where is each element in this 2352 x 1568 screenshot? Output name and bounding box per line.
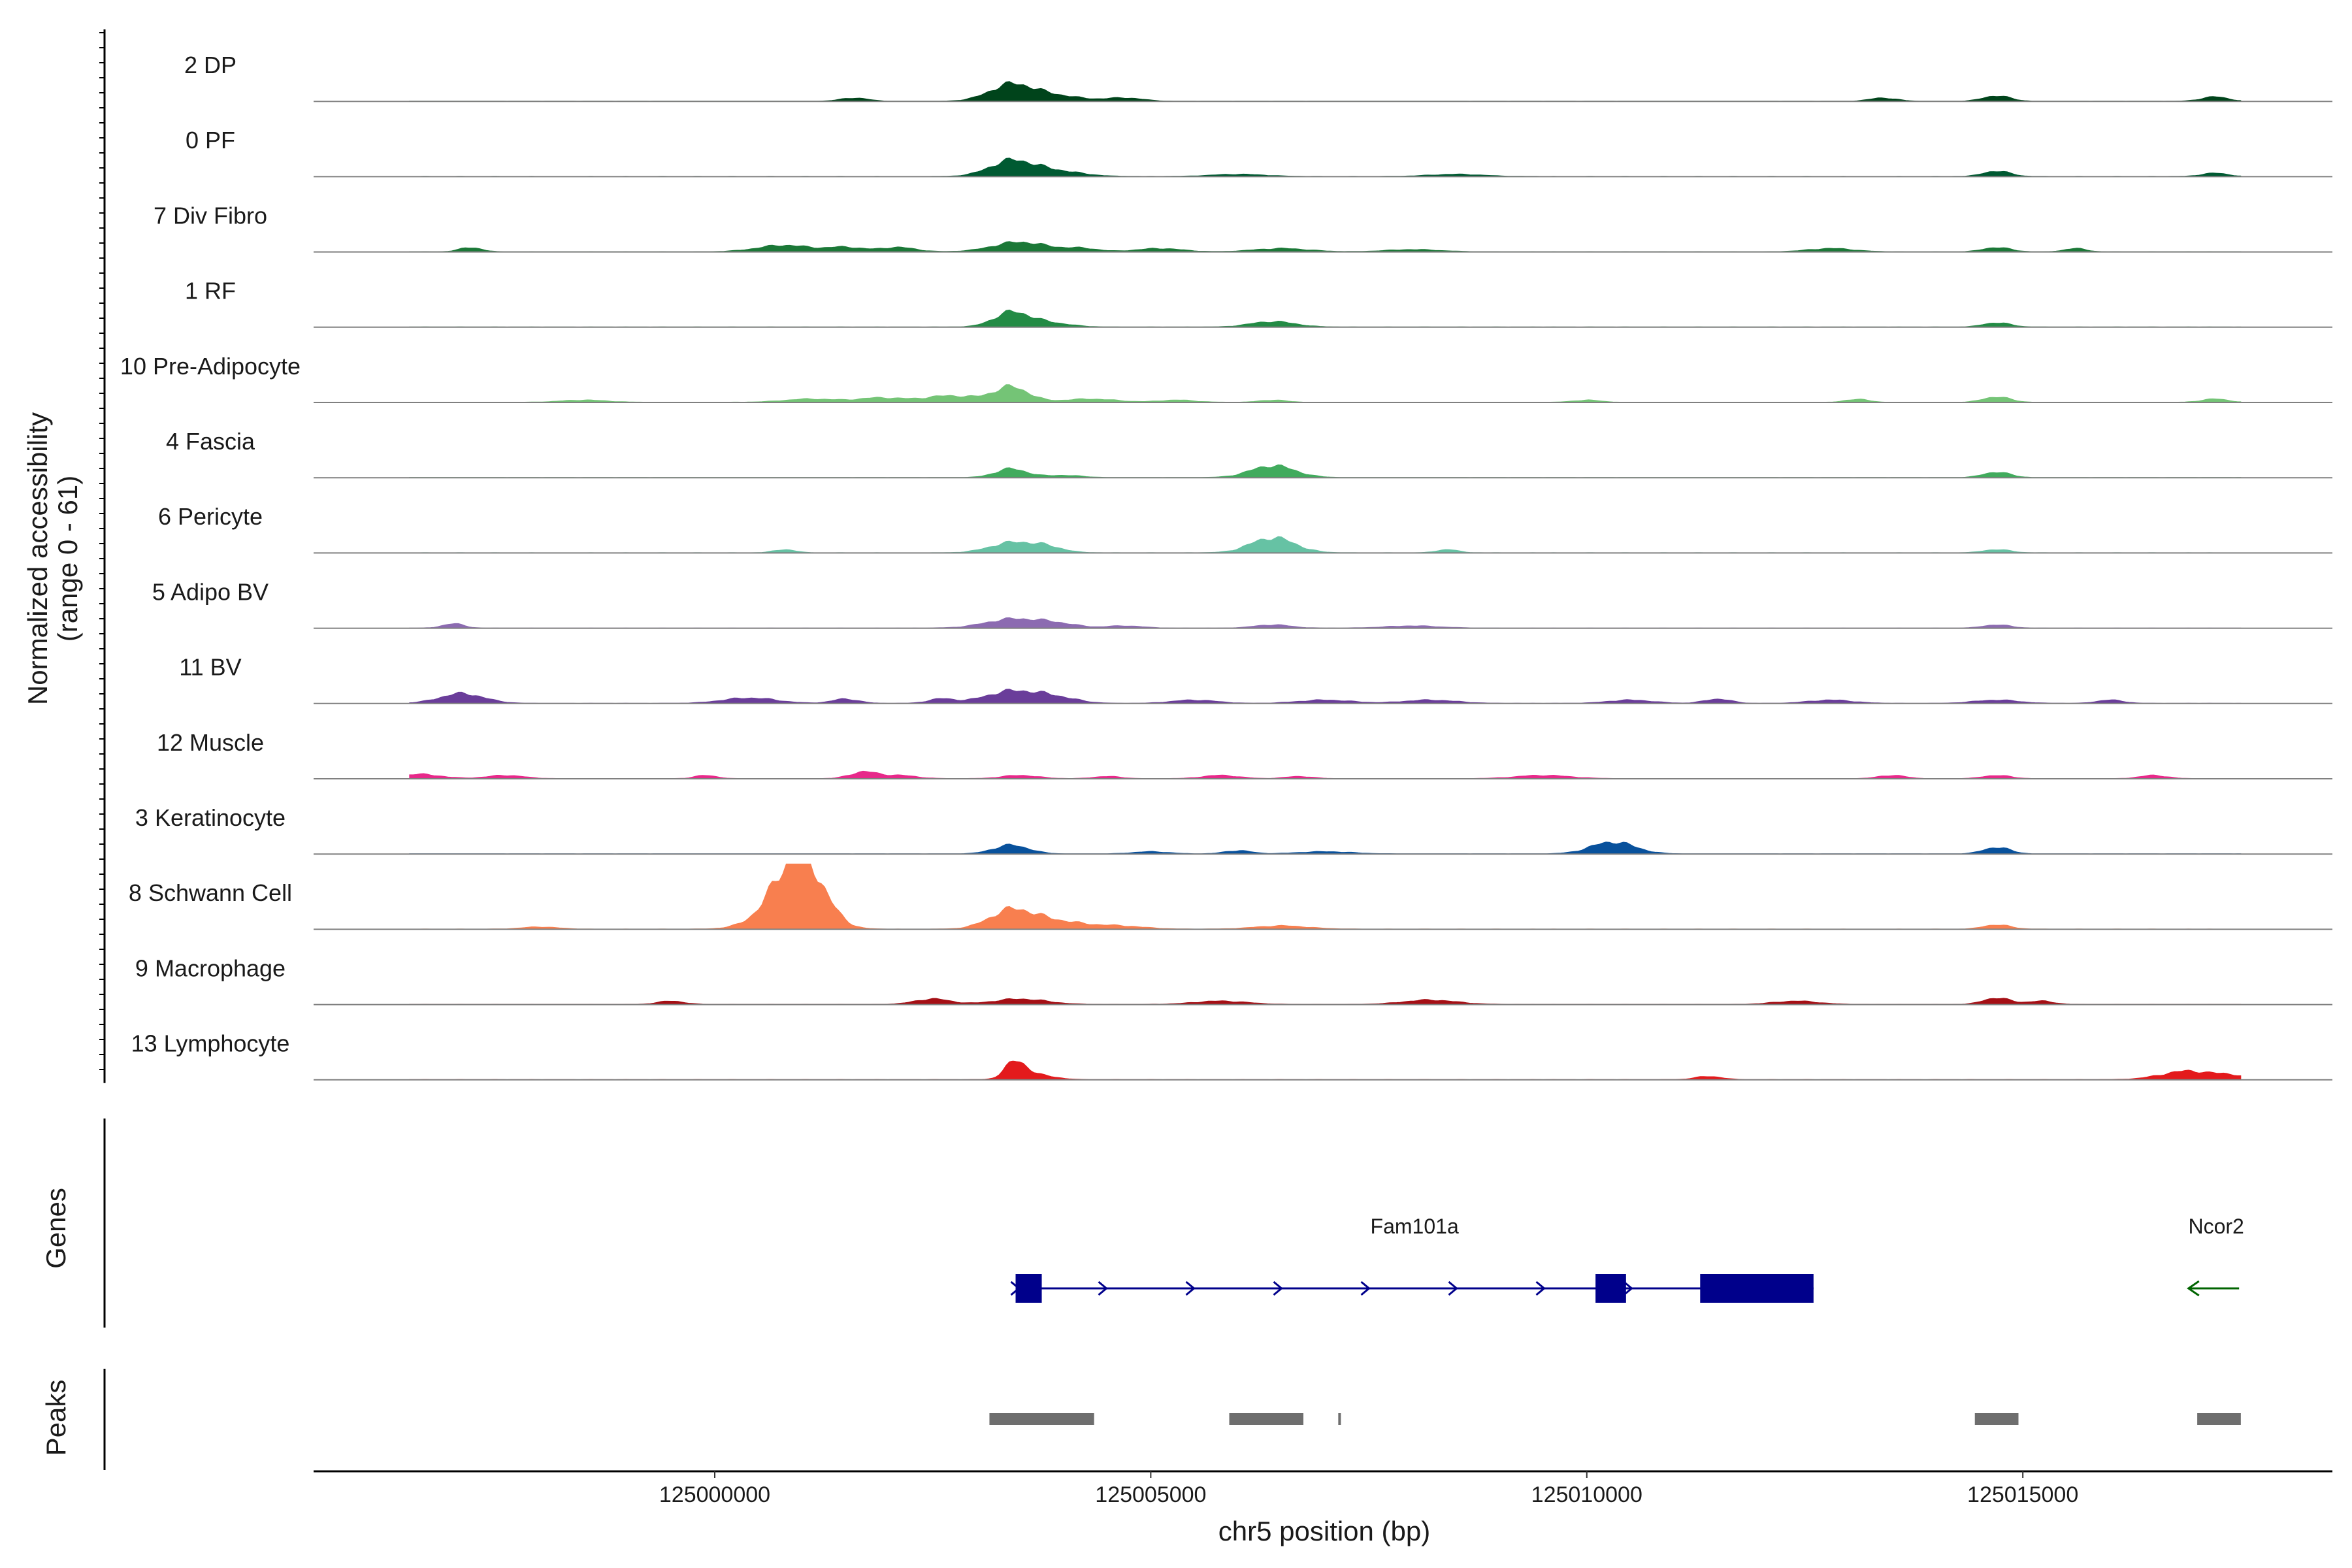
coverage-tracks: 2 DP 0 PF 7 Div Fibro 1 RF 10 Pre-Adipocyte 4… bbox=[120, 52, 2332, 1081]
coverage-area bbox=[409, 241, 2242, 253]
coverage-track: 5 Adipo BV bbox=[152, 578, 2332, 629]
coverage-track: 11 BV bbox=[179, 654, 2332, 704]
track-label: 12 Muscle bbox=[157, 729, 264, 756]
track-label: 13 Lymphocyte bbox=[131, 1030, 290, 1057]
coverage-track: 0 PF bbox=[186, 127, 2332, 178]
gene-model: Fam101a bbox=[1010, 1215, 1814, 1303]
peaks-y-axis-title: Peaks bbox=[41, 1380, 71, 1456]
genes-y-axis-title: Genes bbox=[41, 1188, 71, 1269]
coverage-area bbox=[409, 1060, 2242, 1081]
track-label: 1 RF bbox=[185, 278, 236, 304]
track-label: 7 Div Fibro bbox=[154, 202, 267, 229]
track-label: 10 Pre-Adipocyte bbox=[120, 353, 301, 380]
peak-region bbox=[2197, 1413, 2241, 1425]
strand-arrow bbox=[1360, 1281, 1371, 1296]
coverage-area bbox=[409, 157, 2242, 177]
x-axis-title: chr5 position (bp) bbox=[1218, 1516, 1431, 1546]
coverage-y-axis-subtitle: (range 0 - 61) bbox=[52, 476, 83, 642]
coverage-track: 4 Fascia bbox=[166, 428, 2332, 479]
coverage-track: 10 Pre-Adipocyte bbox=[120, 353, 2332, 403]
strand-arrow bbox=[1535, 1281, 1546, 1296]
coverage-area bbox=[409, 309, 2242, 328]
coverage-y-axis-title: Normalized accessibility bbox=[22, 412, 53, 705]
strand-arrow bbox=[1623, 1281, 1633, 1296]
track-label: 0 PF bbox=[186, 127, 235, 154]
coverage-area bbox=[409, 384, 2242, 403]
track-label: 3 Keratinocyte bbox=[135, 804, 286, 831]
coverage-area bbox=[409, 770, 2242, 779]
peaks-track bbox=[989, 1413, 2241, 1425]
coverage-area bbox=[409, 998, 2242, 1005]
peak-region bbox=[1229, 1413, 1303, 1425]
exon-block bbox=[1700, 1274, 1814, 1303]
track-label: 8 Schwann Cell bbox=[129, 879, 292, 906]
x-tick-label: 125005000 bbox=[1095, 1482, 1206, 1507]
track-label: 2 DP bbox=[184, 52, 237, 78]
coverage-area bbox=[409, 689, 2242, 704]
coverage-track: 9 Macrophage bbox=[135, 955, 2332, 1005]
strand-arrow bbox=[1098, 1281, 1108, 1296]
coverage-area bbox=[409, 81, 2242, 102]
track-label: 5 Adipo BV bbox=[152, 578, 269, 605]
track-label: 9 Macrophage bbox=[135, 955, 286, 981]
coverage-area bbox=[409, 464, 2242, 478]
coverage-area bbox=[409, 841, 2242, 855]
coverage-track: 3 Keratinocyte bbox=[135, 804, 2332, 855]
coverage-track: 13 Lymphocyte bbox=[131, 1030, 2332, 1081]
strand-arrow bbox=[1273, 1281, 1283, 1296]
track-label: 6 Pericyte bbox=[158, 503, 263, 530]
coverage-track: 1 RF bbox=[185, 278, 2332, 328]
strand-arrow bbox=[2187, 1280, 2200, 1297]
coverage-track: 6 Pericyte bbox=[158, 503, 2332, 554]
gene-name-label: Ncor2 bbox=[2188, 1215, 2244, 1238]
gene-model: Ncor2 bbox=[2187, 1215, 2244, 1297]
track-label: 11 BV bbox=[179, 654, 241, 681]
peak-region bbox=[1974, 1413, 2019, 1425]
coverage-area bbox=[409, 536, 2242, 553]
gene-track: Fam101a Ncor2 bbox=[1010, 1215, 2244, 1303]
coverage-track: 2 DP bbox=[184, 52, 2332, 103]
exon-block bbox=[1015, 1274, 1042, 1303]
x-tick-label: 125000000 bbox=[659, 1482, 770, 1507]
gene-name-label: Fam101a bbox=[1371, 1215, 1459, 1238]
exon-block bbox=[1595, 1274, 1626, 1303]
x-tick-label: 125015000 bbox=[1967, 1482, 2078, 1507]
axes: 125000000 125005000 125010000 125015000 bbox=[99, 29, 2332, 1507]
peak-region bbox=[989, 1413, 1094, 1425]
strand-arrow bbox=[1448, 1281, 1458, 1296]
coverage-track: 7 Div Fibro bbox=[154, 202, 2332, 253]
coverage-area bbox=[409, 617, 2242, 629]
track-label: 4 Fascia bbox=[166, 428, 255, 455]
coverage-track: 8 Schwann Cell bbox=[129, 863, 2332, 930]
coverage-track: 12 Muscle bbox=[157, 729, 2332, 779]
strand-arrow bbox=[1185, 1281, 1196, 1296]
peak-region bbox=[1338, 1413, 1341, 1425]
x-tick-label: 125010000 bbox=[1531, 1482, 1642, 1507]
coverage-area bbox=[409, 863, 2242, 930]
